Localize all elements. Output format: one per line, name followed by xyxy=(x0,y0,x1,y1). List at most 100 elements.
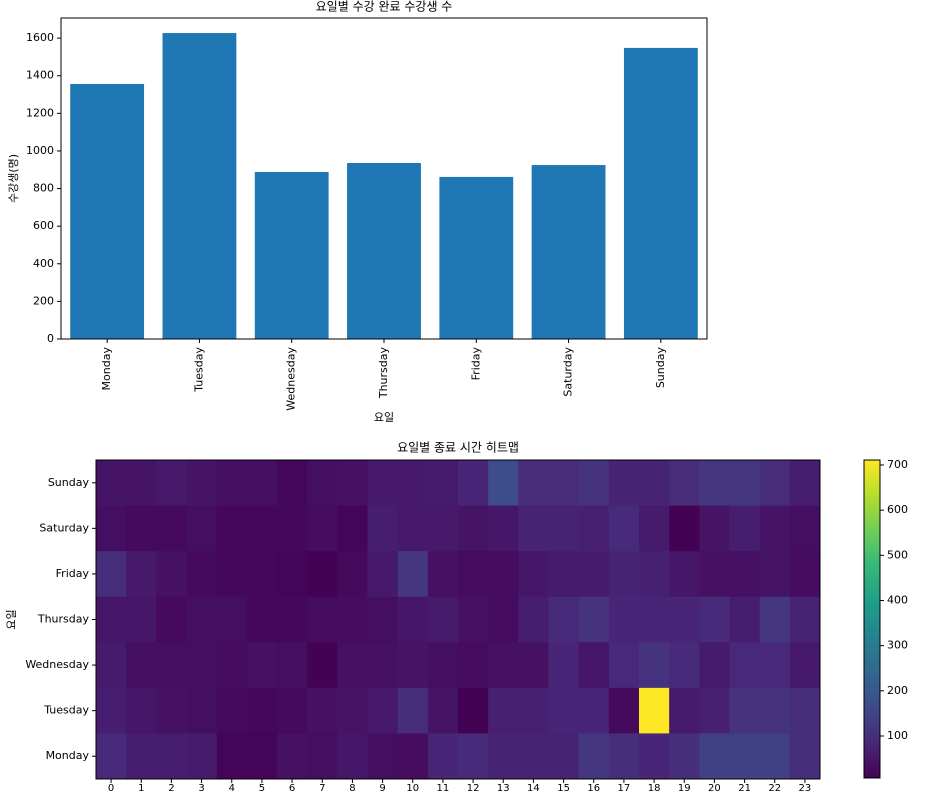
heatmap-cell xyxy=(96,687,127,734)
heatmap-cell xyxy=(578,460,610,507)
heatmap-cell xyxy=(246,687,278,734)
colorbar-segment xyxy=(864,653,880,658)
heatmap-cell xyxy=(699,551,730,598)
colorbar-segment xyxy=(864,533,880,537)
x-tick-label: 17 xyxy=(618,783,631,793)
heatmap-cell xyxy=(458,733,489,780)
colorbar-segment xyxy=(864,727,880,731)
heatmap-cell xyxy=(458,505,489,552)
colorbar-segment xyxy=(864,590,880,595)
heatmap-cell xyxy=(669,505,700,552)
heatmap-cell xyxy=(367,596,399,643)
heatmap-cell xyxy=(608,687,640,734)
heatmap-cell xyxy=(548,642,580,689)
heatmap-cell xyxy=(277,687,308,734)
heatmap-cell xyxy=(277,733,308,780)
heatmap-cell xyxy=(186,687,218,734)
heatmap-cell xyxy=(518,460,549,507)
colorbar-segment xyxy=(864,568,880,572)
heatmap-cell xyxy=(337,642,368,689)
colorbar-segment xyxy=(864,498,880,502)
heatmap-cell xyxy=(156,596,187,643)
colorbar-segment xyxy=(864,628,880,633)
heatmap-cell xyxy=(427,460,459,507)
heatmap-cell xyxy=(246,551,278,598)
x-tick-label: Monday xyxy=(100,347,113,391)
colorbar-frame xyxy=(863,459,881,779)
heatmap-cell xyxy=(488,733,519,780)
heatmap-cell xyxy=(669,733,700,780)
heatmap-cell xyxy=(427,551,459,598)
colorbar-segment xyxy=(864,708,880,712)
x-tick-label: 3 xyxy=(198,783,204,793)
colorbar-segment xyxy=(864,669,880,674)
colorbar-segment xyxy=(864,606,880,610)
heatmap-cell xyxy=(186,460,218,507)
y-tick-label: Tuesday xyxy=(43,704,89,717)
heatmap-cell xyxy=(307,460,338,507)
colorbar-segment xyxy=(864,593,880,598)
y-tick-label: 400 xyxy=(33,257,54,270)
heatmap-cell xyxy=(759,642,791,689)
colorbar-segment xyxy=(864,612,880,617)
heatmap-cell xyxy=(789,687,821,734)
colorbar-segment xyxy=(864,491,880,496)
colorbar-segment xyxy=(864,625,880,630)
colorbar-tick-label: 600 xyxy=(887,503,908,516)
heatmap-cell xyxy=(669,460,700,507)
heatmap-cell xyxy=(548,733,580,780)
x-tick-label: 13 xyxy=(497,783,510,793)
heatmap-cell xyxy=(639,733,670,780)
colorbar-segment xyxy=(864,485,880,490)
x-tick-label: 0 xyxy=(108,783,114,793)
x-tick-label: Tuesday xyxy=(192,347,205,393)
heatmap-cell xyxy=(156,642,187,689)
colorbar-segment xyxy=(864,552,880,556)
y-tick-label: Thursday xyxy=(37,613,90,626)
x-tick-label: Thursday xyxy=(377,347,390,400)
colorbar-segment xyxy=(864,723,880,728)
colorbar-segment xyxy=(864,688,880,693)
colorbar-segment xyxy=(864,704,880,709)
heatmap-cell xyxy=(608,460,640,507)
heatmap-cell xyxy=(307,733,338,780)
heatmap-cell xyxy=(156,733,187,780)
y-tick-label: 200 xyxy=(33,294,54,307)
heatmap-cell xyxy=(639,460,670,507)
heatmap-cell xyxy=(126,551,157,598)
heatmap-cell xyxy=(337,687,368,734)
heatmap-cell xyxy=(156,551,187,598)
colorbar-segment xyxy=(864,695,880,699)
x-tick-label: 10 xyxy=(406,783,419,793)
heatmap-cell xyxy=(337,505,368,552)
heatmap-cell xyxy=(277,551,308,598)
colorbar-segment xyxy=(864,615,880,620)
x-tick-label: 22 xyxy=(768,783,781,793)
y-tick-label: 1400 xyxy=(26,69,54,82)
heatmap-cell xyxy=(397,551,429,598)
heatmap-cell xyxy=(639,551,670,598)
heatmap-cell xyxy=(548,460,580,507)
heatmap-cell xyxy=(397,733,429,780)
colorbar-segment xyxy=(864,472,880,477)
heatmap-cell xyxy=(307,505,338,552)
heatmap-cell xyxy=(337,460,368,507)
heatmap-cell xyxy=(126,687,157,734)
heatmap-cell xyxy=(699,642,730,689)
colorbar-segment xyxy=(864,711,880,715)
colorbar-segment xyxy=(864,564,880,569)
heatmap-cell xyxy=(96,733,127,780)
colorbar-segment xyxy=(864,676,880,680)
colorbar-segment xyxy=(864,514,880,518)
heatmap-cell xyxy=(246,460,278,507)
colorbar-segment xyxy=(864,469,880,474)
heatmap-cell xyxy=(246,505,278,552)
heatmap-cell xyxy=(367,460,399,507)
heatmap-cell xyxy=(186,596,218,643)
heatmap-cell xyxy=(518,687,549,734)
heatmap-cell xyxy=(458,687,489,734)
colorbar-segment xyxy=(864,679,880,684)
bar xyxy=(623,47,698,339)
colorbar-segment xyxy=(864,475,880,480)
